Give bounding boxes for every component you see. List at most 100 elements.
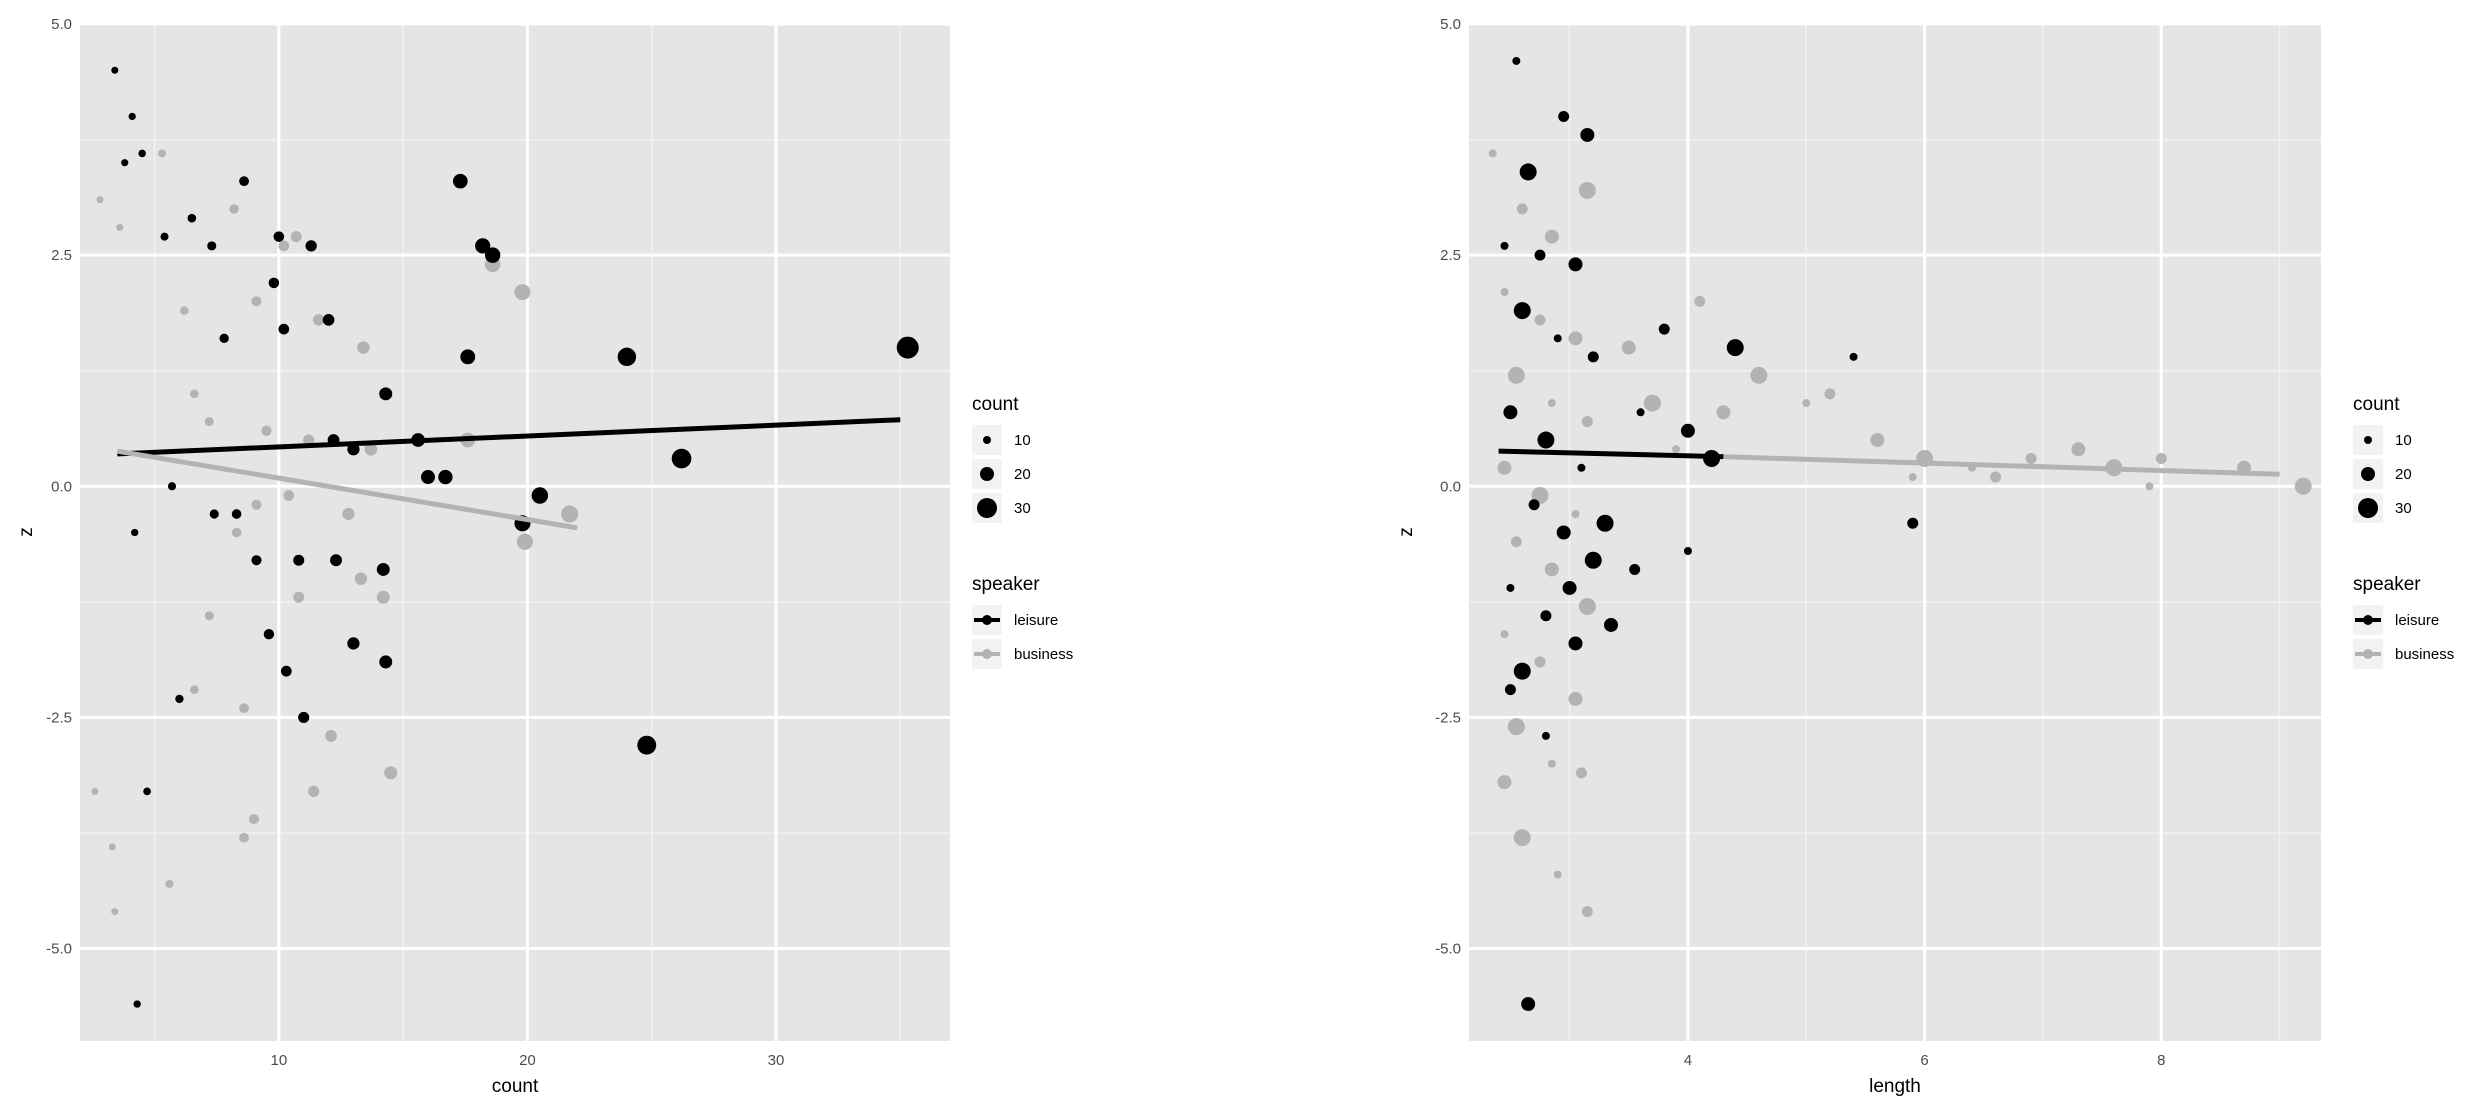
point-leisure	[1513, 302, 1531, 320]
point-business	[1547, 759, 1556, 768]
y-tick-label: 0.0	[51, 478, 72, 495]
point-business	[111, 908, 119, 916]
point-business	[1672, 445, 1681, 454]
point-business	[1544, 229, 1559, 244]
point-leisure	[263, 629, 275, 640]
point-leisure	[111, 66, 119, 74]
point-business	[364, 442, 378, 456]
point-business	[2145, 482, 2154, 491]
point-leisure	[1503, 405, 1518, 420]
point-leisure	[1521, 997, 1536, 1012]
legend-size-keys: 10 20 30	[2353, 425, 2412, 523]
point-business	[204, 611, 214, 621]
point-business	[189, 389, 199, 399]
data-points	[91, 66, 919, 1008]
point-leisure	[167, 482, 177, 491]
point-leisure	[1519, 163, 1537, 181]
point-business	[354, 572, 368, 585]
point-leisure	[175, 694, 184, 704]
x-tick-label: 10	[271, 1052, 288, 1069]
fit-lines	[116, 417, 901, 531]
panel-count: 10 20 30 -5.0 -2.5 0.0 2.5 5.0 count z	[16, 16, 950, 1097]
point-business	[1513, 829, 1531, 847]
y-axis-label: z	[16, 527, 37, 537]
x-tick-label: 8	[2157, 1052, 2165, 1069]
point-business	[1507, 366, 1525, 384]
point-leisure	[1500, 241, 1509, 250]
x-tick-label: 30	[768, 1052, 785, 1069]
point-business	[248, 814, 260, 825]
point-business	[2155, 453, 2167, 465]
point-leisure	[637, 735, 657, 755]
legend-size-label: 10	[2395, 432, 2412, 449]
point-business	[1870, 433, 1885, 448]
point-business	[1547, 399, 1556, 408]
legend-size-label: 30	[1014, 500, 1031, 517]
point-leisure	[131, 528, 139, 537]
point-leisure	[280, 665, 292, 677]
point-business	[561, 505, 579, 523]
point-leisure	[278, 323, 290, 335]
point-business	[1716, 405, 1731, 420]
x-tick-labels: 10 20 30	[271, 1052, 785, 1069]
point-business	[307, 785, 320, 798]
point-leisure	[1587, 351, 1599, 363]
point-business	[1578, 597, 1596, 615]
point-business	[261, 425, 272, 436]
point-business	[1544, 562, 1559, 577]
legend-color-label: business	[2395, 646, 2454, 663]
point-leisure	[1604, 617, 1618, 632]
point-business	[1908, 473, 1917, 482]
point-business	[376, 590, 390, 604]
legend-color-key-dot	[2363, 615, 2373, 625]
point-business	[1500, 630, 1509, 639]
point-leisure	[671, 448, 692, 469]
point-leisure	[207, 241, 217, 251]
point-leisure	[160, 232, 169, 241]
point-business	[96, 196, 104, 204]
point-business	[231, 527, 242, 538]
legend-color-label: leisure	[1014, 612, 1058, 629]
point-leisure	[1556, 525, 1571, 540]
point-leisure	[379, 655, 393, 669]
point-business	[1568, 691, 1583, 706]
gridlines	[1469, 22, 2321, 1041]
y-tick-label: 2.5	[1440, 247, 1461, 264]
legend-size-label: 30	[2395, 500, 2412, 517]
x-tick-label: 20	[519, 1052, 536, 1069]
point-business	[1824, 388, 1836, 400]
point-leisure	[896, 336, 919, 359]
point-business	[278, 240, 290, 252]
legend-color-key-dot	[982, 615, 992, 625]
point-leisure	[1849, 352, 1858, 361]
fit-lines	[1498, 448, 2280, 477]
legend-color-title: speaker	[972, 574, 1040, 595]
point-business	[158, 149, 167, 158]
point-business	[2071, 442, 2086, 457]
point-business	[1581, 416, 1593, 428]
legend-size-keys: 10 20 30	[972, 425, 1031, 523]
point-business	[1694, 295, 1706, 307]
point-leisure	[1680, 423, 1695, 438]
point-leisure	[1636, 408, 1645, 417]
x-tick-label: 4	[1684, 1052, 1692, 1069]
x-tick-label: 6	[1920, 1052, 1928, 1069]
y-tick-label: -2.5	[46, 709, 72, 726]
legend-color-label: business	[1014, 646, 1073, 663]
point-leisure	[1658, 323, 1670, 335]
point-leisure	[121, 159, 129, 167]
point-leisure	[273, 231, 285, 242]
point-leisure	[305, 240, 317, 252]
point-business	[1534, 314, 1546, 326]
point-leisure	[330, 554, 342, 567]
panel-length: 4 6 8 -5.0 -2.5 0.0 2.5 5.0 length z	[1396, 16, 2321, 1097]
point-leisure	[1504, 684, 1516, 696]
y-tick-label: 5.0	[1440, 16, 1461, 33]
point-business	[325, 730, 337, 742]
point-business	[1568, 331, 1583, 346]
point-business	[312, 314, 325, 326]
point-business	[204, 417, 214, 427]
point-leisure	[239, 176, 249, 187]
point-leisure	[1553, 334, 1562, 343]
point-leisure	[438, 469, 453, 485]
